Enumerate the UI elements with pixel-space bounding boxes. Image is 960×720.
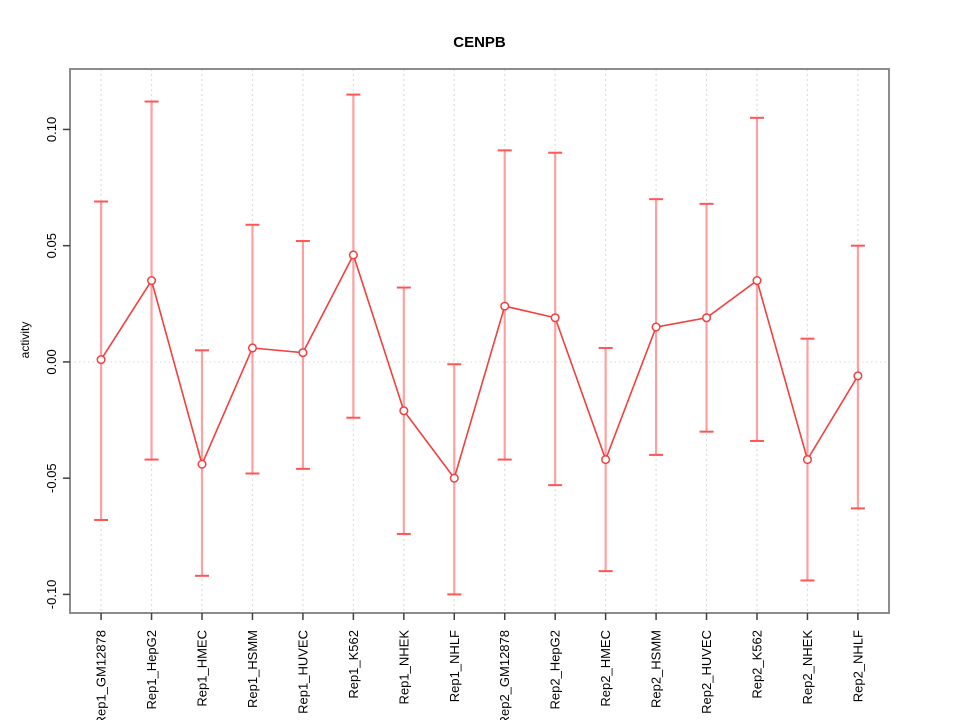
data-point: [348, 250, 358, 260]
x-tick-label: Rep1_HUVEC: [295, 630, 310, 714]
data-point: [550, 313, 560, 323]
y-tick-label: 0.10: [44, 117, 59, 142]
data-point: [701, 313, 712, 323]
y-axis-label: activity: [18, 322, 32, 359]
data-point: [449, 473, 459, 483]
data-point: [651, 322, 661, 332]
x-tick-label: Rep2_K562: [749, 630, 764, 699]
x-tick-label: Rep2_GM12878: [497, 630, 512, 720]
x-tick-label: Rep1_HepG2: [144, 630, 159, 710]
x-tick-label: Rep1_GM12878: [94, 630, 109, 720]
data-point: [853, 371, 863, 381]
y-tick-label: 0.05: [44, 233, 59, 258]
data-point: [197, 459, 207, 469]
data-point: [752, 276, 762, 286]
data-point: [247, 343, 258, 353]
data-point: [298, 348, 308, 358]
data-point: [601, 455, 611, 465]
x-tick-label: Rep1_HMEC: [195, 630, 210, 707]
x-tick-label: Rep2_HMEC: [598, 630, 613, 707]
x-tick-label: Rep2_HUVEC: [699, 630, 714, 714]
data-point: [500, 301, 510, 311]
data-point: [399, 406, 409, 416]
x-tick-label: Rep2_HSMM: [649, 630, 664, 708]
y-tick-label: -0.10: [44, 580, 59, 610]
x-tick-label: Rep2_HepG2: [548, 630, 563, 710]
x-tick-label: Rep2_NHLF: [850, 630, 865, 702]
x-tick-label: Rep1_K562: [346, 630, 361, 699]
chart-title: CENPB: [453, 34, 506, 51]
y-tick-label: 0.00: [44, 349, 59, 374]
data-point: [147, 276, 157, 286]
data-point: [802, 455, 812, 465]
data-point: [96, 355, 106, 365]
x-tick-label: Rep1_NHLF: [447, 630, 462, 702]
x-tick-label: Rep1_HSMM: [245, 630, 260, 708]
activity-line: [100, 252, 859, 480]
y-tick-label: -0.05: [44, 463, 59, 493]
x-tick-label: Rep2_NHEK: [800, 630, 815, 705]
x-tick-label: Rep1_NHEK: [396, 630, 411, 705]
plot-border: [69, 68, 890, 614]
